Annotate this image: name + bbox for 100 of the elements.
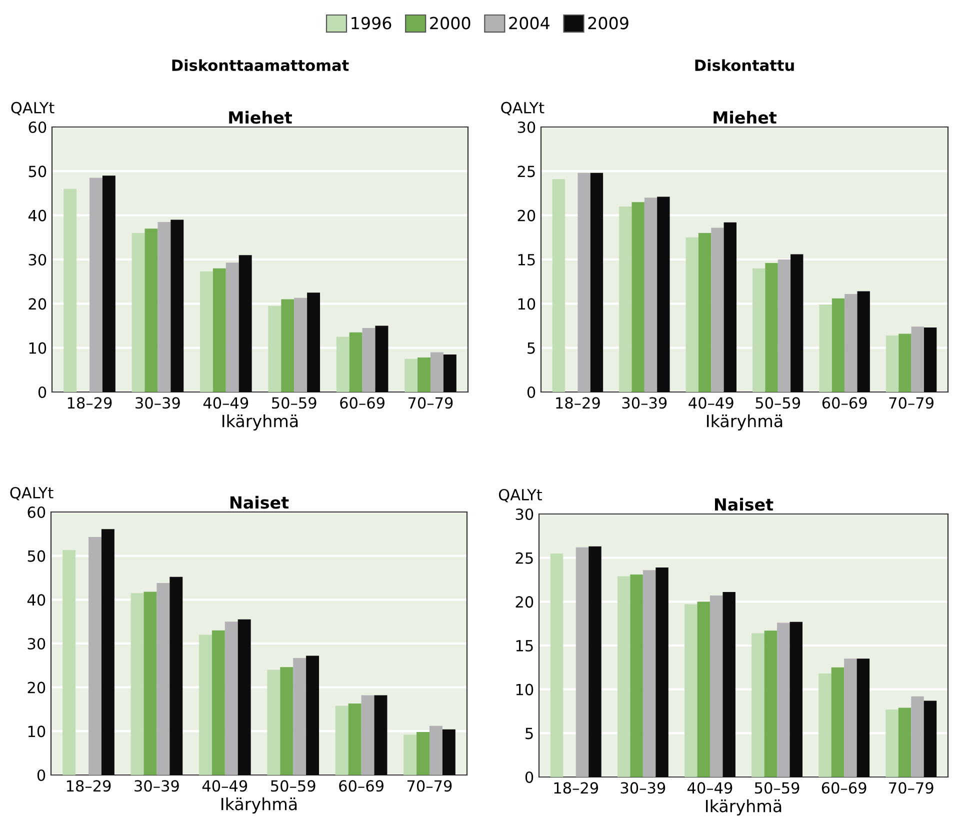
- x-axis-title: Ikäryhmä: [706, 799, 782, 816]
- y-tick-label: 5: [526, 728, 533, 740]
- bar: [158, 222, 171, 392]
- y-tick-label: 40: [27, 594, 46, 606]
- bar: [550, 553, 564, 777]
- bar: [832, 298, 845, 392]
- bar: [132, 233, 145, 392]
- bar: [404, 358, 418, 392]
- bar: [336, 336, 350, 392]
- x-tick-label: 18–29: [554, 782, 598, 794]
- legend-label: 1996: [352, 16, 392, 30]
- bar: [911, 326, 924, 392]
- bar: [375, 326, 388, 392]
- legend-label: 2000: [430, 16, 470, 30]
- bar: [349, 332, 362, 392]
- bar: [267, 670, 280, 775]
- x-axis-title: Ikäryhmä: [222, 797, 297, 814]
- y-axis-title: QALYt: [501, 102, 544, 116]
- y-tick-label: 50: [28, 166, 46, 178]
- bar: [64, 188, 77, 392]
- y-tick-label: 20: [28, 298, 46, 310]
- bar: [362, 328, 376, 392]
- chart-subtitle: Miehet: [229, 110, 292, 124]
- legend-label: 2009: [588, 16, 628, 30]
- x-tick-label: 60–69: [822, 782, 866, 794]
- bar: [924, 328, 937, 392]
- y-tick-label: 50: [28, 550, 46, 562]
- x-tick-label: 18–29: [66, 780, 111, 792]
- bar: [130, 593, 144, 775]
- y-tick-label: 0: [37, 769, 46, 782]
- y-tick-label: 10: [516, 684, 534, 696]
- bar: [710, 596, 723, 777]
- bar: [777, 622, 790, 777]
- bar: [102, 176, 116, 392]
- bar: [335, 706, 348, 775]
- chart-subtitle: Naiset: [714, 498, 774, 511]
- x-tick-label: 70–79: [408, 397, 453, 409]
- y-tick-label: 20: [518, 210, 536, 222]
- bar: [819, 304, 832, 392]
- y-tick-label: 20: [516, 596, 534, 608]
- bar: [886, 709, 898, 777]
- bar: [224, 622, 238, 775]
- bar: [698, 233, 712, 392]
- bar: [632, 202, 644, 392]
- bar: [88, 536, 102, 775]
- bar: [790, 254, 804, 392]
- bar: [144, 228, 158, 392]
- x-tick-label: 70–79: [889, 782, 934, 794]
- bar: [790, 622, 803, 777]
- y-tick-label: 25: [518, 166, 535, 178]
- y-tick-label: 60: [28, 506, 46, 518]
- y-tick-label: 15: [518, 254, 535, 266]
- bar: [619, 206, 632, 392]
- y-tick-label: 15: [516, 640, 533, 652]
- bar: [578, 172, 590, 392]
- x-tick-label: 30–39: [622, 397, 667, 409]
- x-tick-label: 18–29: [68, 397, 112, 409]
- bar: [724, 222, 736, 392]
- y-tick-label: 0: [525, 771, 534, 784]
- x-tick-label: 60–69: [340, 397, 384, 409]
- bar: [374, 695, 388, 775]
- x-tick-label: 40–49: [202, 780, 248, 792]
- bar: [844, 294, 858, 392]
- bar: [90, 178, 102, 392]
- bar: [752, 633, 764, 777]
- bar: [657, 196, 670, 392]
- bar: [588, 546, 602, 777]
- y-tick-label: 0: [38, 386, 46, 398]
- bar: [765, 263, 778, 392]
- x-tick-label: 60–69: [822, 397, 867, 409]
- x-tick-label: 30–39: [134, 780, 179, 792]
- bar: [911, 696, 924, 777]
- y-tick-label: 20: [28, 682, 46, 694]
- bar: [630, 574, 643, 777]
- bar: [443, 354, 456, 392]
- bar: [552, 179, 566, 392]
- bar: [212, 268, 226, 392]
- x-tick-label: 60–69: [339, 780, 384, 792]
- bar: [644, 198, 658, 392]
- bar: [831, 667, 844, 777]
- bar: [361, 695, 374, 775]
- y-axis-title: QALYt: [498, 488, 542, 502]
- y-tick-label: 0: [527, 386, 536, 398]
- bar: [684, 604, 698, 777]
- bar: [416, 732, 430, 775]
- bar: [156, 583, 170, 775]
- bar: [238, 255, 252, 392]
- x-axis-title: Ikäryhmä: [707, 414, 782, 431]
- bar: [280, 667, 294, 775]
- x-axis-title: Ikäryhmä: [222, 414, 298, 431]
- bar: [294, 298, 308, 392]
- bar: [924, 700, 937, 777]
- bar: [226, 262, 239, 392]
- bar: [898, 708, 912, 777]
- y-tick-label: 10: [28, 726, 46, 738]
- bar: [590, 172, 604, 392]
- bar: [697, 602, 710, 777]
- bar: [62, 550, 76, 775]
- chart-subtitle: Naiset: [230, 496, 289, 509]
- y-tick-label: 30: [28, 638, 46, 650]
